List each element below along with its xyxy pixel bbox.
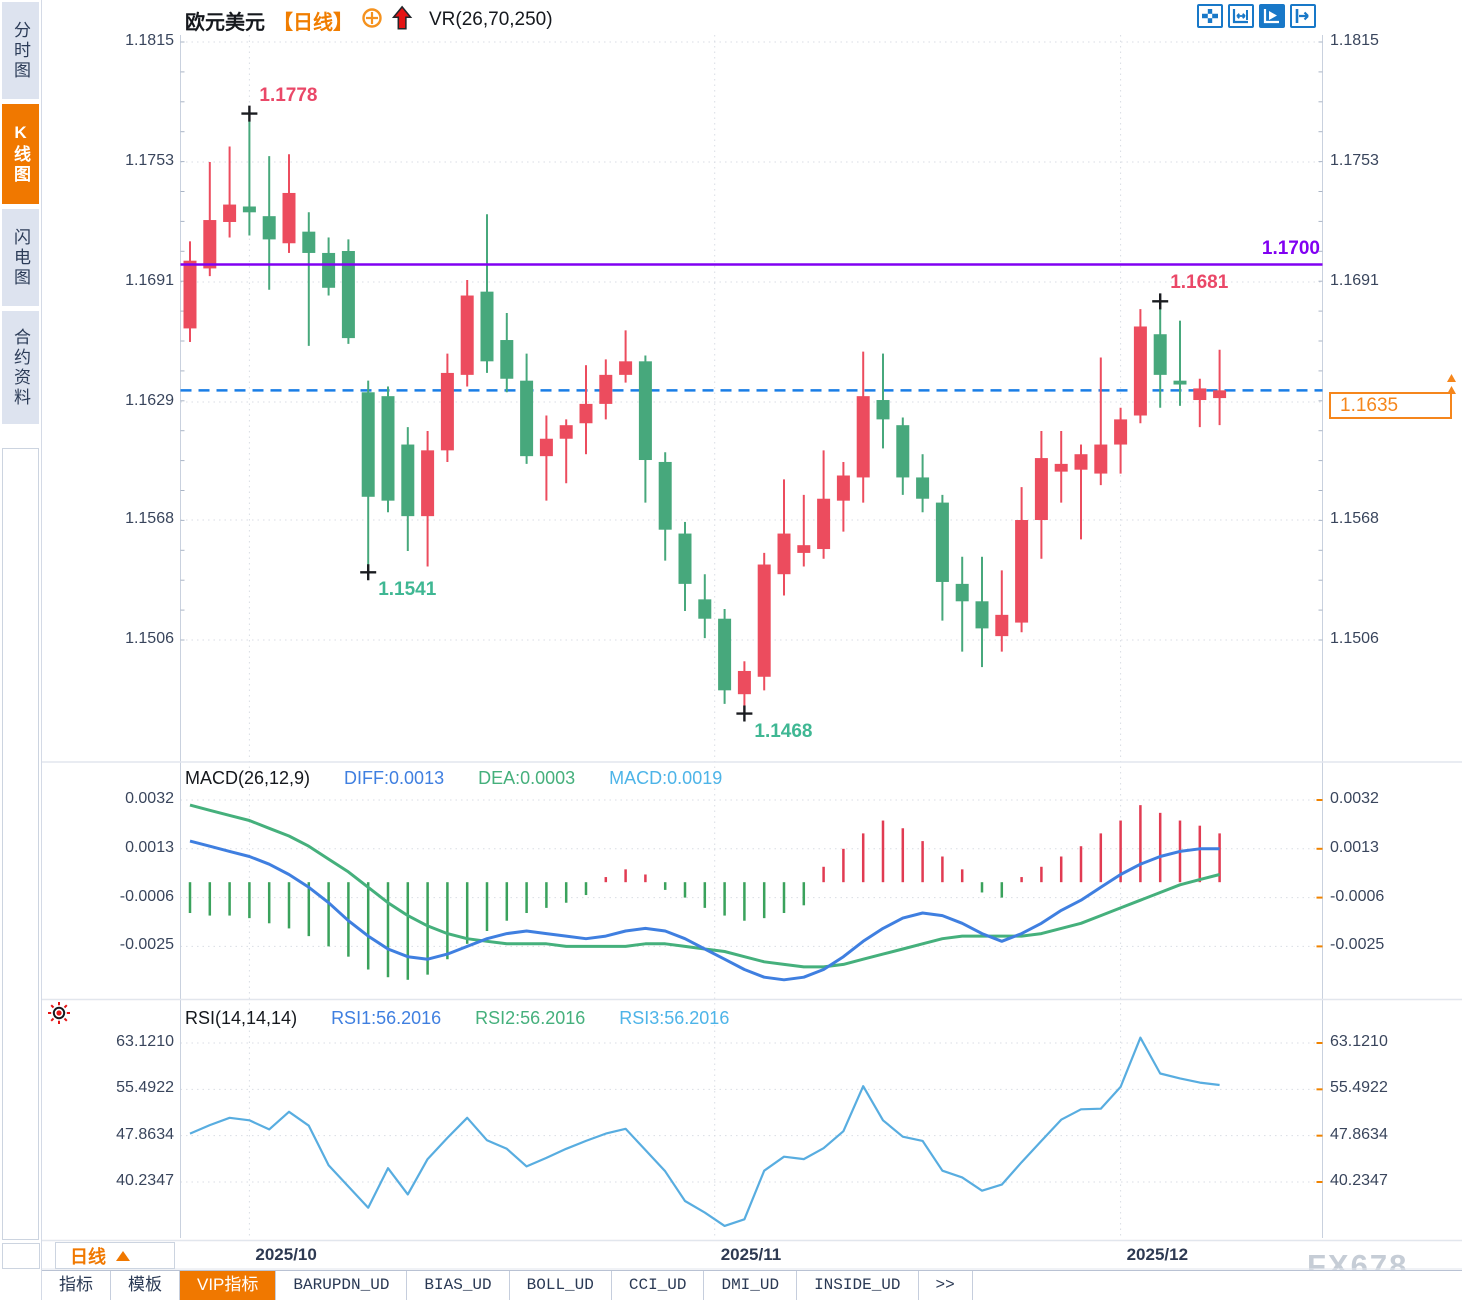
macd-axis-label-left: -0.0006 [119, 887, 174, 905]
jump-latest-icon[interactable] [1290, 4, 1316, 28]
indicator-tab-DMI_UD[interactable]: DMI_UD [704, 1271, 798, 1300]
period-selector[interactable]: 日线 [55, 1242, 175, 1269]
macd-axis-label-left: -0.0025 [119, 936, 174, 954]
price-axis-label-left: 1.1506 [125, 630, 174, 647]
price-extreme-annotation: 1.1681 [1170, 272, 1229, 294]
chart-toolbar [1197, 4, 1316, 28]
indicator-tab-VIP指标[interactable]: VIP指标 [180, 1271, 277, 1300]
rsi-title[interactable]: RSI(14,14,14) [185, 1007, 298, 1028]
macd-axis-label-right: 0.0032 [1330, 790, 1379, 807]
sidebar-tab-K线图[interactable]: K线图 [2, 104, 39, 204]
price-axis-label-right: 1.1506 [1330, 630, 1379, 647]
axis-range-icon[interactable] [1228, 4, 1254, 28]
indicator-tab-BIAS_UD[interactable]: BIAS_UD [407, 1271, 510, 1300]
candles-layer [183, 113, 1227, 714]
rsi-readout-1: RSI2:56.2016 [475, 1007, 586, 1028]
rsi-axis-label-left: 40.2347 [116, 1172, 174, 1189]
price-axis-label-right: 1.1753 [1330, 151, 1379, 169]
panel-frame [42, 35, 1462, 1270]
sidebar-corner-cell [2, 1243, 40, 1269]
rsi-axis-label-right: 47.8634 [1330, 1125, 1388, 1143]
indicator-tab-BOLL_UD[interactable]: BOLL_UD [509, 1271, 612, 1300]
price-axis-label-left: 1.1753 [125, 151, 174, 169]
gridlines [180, 35, 1323, 1238]
price-axis-label-left: 1.1691 [125, 271, 174, 289]
macd-axis-label-left: 0.0013 [125, 838, 174, 856]
symbol-title: 欧元美元 [185, 11, 265, 34]
triangle-up-icon [116, 1250, 130, 1261]
extreme-marks [241, 105, 1169, 722]
macd-readouts: DIFF:0.0013 DEA:0.0003 MACD:0.0019 [310, 768, 722, 789]
indicator-tab->>[interactable]: >> [918, 1271, 973, 1300]
macd-axis-label-right: 0.0013 [1330, 838, 1379, 856]
sidebar-tab-分时图[interactable]: 分时图 [2, 2, 39, 99]
resistance-price-label: 1.1700 [1261, 238, 1320, 259]
period-selector-label: 日线 [70, 1246, 106, 1267]
buy-arrow-icon [391, 4, 415, 37]
sidebar-tab-合约资料[interactable]: 合约资料 [2, 311, 39, 424]
price-axis-label-left: 1.1815 [125, 32, 174, 49]
rsi-line [189, 1036, 1220, 1228]
axis-play-icon[interactable] [1259, 4, 1285, 28]
price-extreme-annotation: 1.1541 [378, 579, 437, 601]
tag-up-arrows-icon [1447, 374, 1456, 394]
date-axis-label: 2025/11 [720, 1245, 782, 1264]
sidebar-lower-panel [2, 448, 39, 1240]
macd-diff-line [189, 839, 1220, 982]
date-axis-label: 2025/10 [255, 1245, 317, 1264]
rsi-axis-label-right: 40.2347 [1330, 1172, 1388, 1189]
price-axis-label-right: 1.1568 [1330, 510, 1379, 527]
sidebar-tab-闪电图[interactable]: 闪电图 [2, 209, 39, 306]
rsi-readout-0: RSI1:56.2016 [331, 1007, 442, 1028]
rsi-axis-label-right: 63.1210 [1330, 1033, 1388, 1050]
macd-axis-label-right: -0.0006 [1330, 887, 1385, 905]
overlay-indicator-label[interactable]: VR(26,70,250) [429, 9, 553, 30]
indicator-tab-CCI_UD[interactable]: CCI_UD [611, 1271, 705, 1300]
rsi-axis-label-right: 55.4922 [1330, 1079, 1388, 1097]
price-axis-label-right: 1.1691 [1330, 271, 1379, 289]
macd-layer [188, 803, 1221, 982]
rsi-readouts: RSI1:56.2016 RSI2:56.2016 RSI3:56.2016 [297, 1008, 729, 1029]
rsi-axis-label-left: 55.4922 [116, 1079, 174, 1097]
date-axis-label: 2025/12 [1126, 1245, 1189, 1264]
macd-title[interactable]: MACD(26,12,9) [185, 767, 311, 788]
rsi-axis-label-left: 47.8634 [116, 1125, 174, 1143]
price-axis-label-left: 1.1568 [125, 510, 174, 527]
rsi-readout-2: RSI3:56.2016 [619, 1007, 730, 1028]
price-extreme-annotation: 1.1778 [259, 84, 318, 106]
macd-header: MACD(26,12,9) DIFF:0.0013 DEA:0.0003 MACD:… [185, 766, 722, 790]
rsi-settings-icon[interactable] [46, 1000, 72, 1031]
indicator-tab-指标[interactable]: 指标 [42, 1271, 111, 1300]
period-label[interactable]: 【日线】 [273, 11, 353, 34]
price-axis-label-right: 1.1815 [1330, 32, 1379, 49]
indicator-tab-BARUPDN_UD[interactable]: BARUPDN_UD [276, 1271, 408, 1300]
plus-circle-icon[interactable] [361, 7, 383, 34]
indicator-tab-bar: 指标 模板 VIP指标 BARUPDN_UD BIAS_UD BOLL_UD CCI_UD D… [42, 1270, 1462, 1300]
macd-readout-0: DIFF:0.0013 [344, 767, 445, 788]
price-axis-label-left: 1.1629 [125, 391, 174, 409]
macd-readout-2: MACD:0.0019 [609, 767, 723, 788]
rsi-axis-label-left: 63.1210 [116, 1033, 174, 1050]
current-price-tag: 1.1635 [1329, 392, 1452, 419]
price-extreme-annotation: 1.1468 [754, 720, 813, 742]
macd-axis-label-right: -0.0025 [1330, 936, 1385, 954]
indicator-tab-INSIDE_UD[interactable]: INSIDE_UD [797, 1271, 919, 1300]
crosshair-icon[interactable] [1197, 4, 1223, 28]
chart-titlebar: 欧元美元 【日线】 VR(26,70,250) [185, 4, 553, 37]
macd-axis-label-left: 0.0032 [125, 790, 174, 807]
indicator-tab-模板[interactable]: 模板 [111, 1271, 180, 1300]
sidebar: 分时图 K线图闪电图合约资料 [0, 0, 42, 1300]
macd-readout-1: DEA:0.0003 [478, 767, 576, 788]
rsi-header: RSI(14,14,14) RSI1:56.2016 RSI2:56.2016 RS… [185, 1006, 729, 1030]
